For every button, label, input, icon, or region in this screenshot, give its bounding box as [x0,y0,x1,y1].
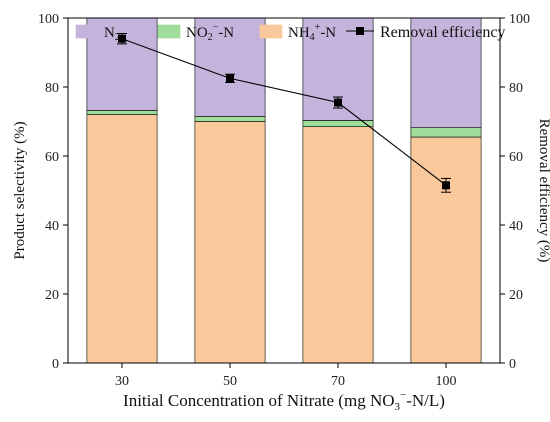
bar-segment-nh4-n-50 [194,121,266,364]
legend-marker-removal-efficiency [356,27,364,35]
y-left-tick-label-40: 40 [45,219,59,234]
removal-efficiency-point-70 [334,98,342,107]
y-left-axis-label: Product selectivity (%) [12,121,28,259]
axes-group: 0 0 20 20 40 40 60 60 80 80 100 100 30 50 70 100 [38,12,530,389]
legend-label-tail: -N [320,25,336,41]
legend-label-sup: − [213,22,219,33]
legend-swatch-nh4-n [259,24,283,39]
bar-segment-n2-50 [194,17,266,117]
legend-label-main: NH [288,25,310,41]
bar-segment-no2-n-50 [194,116,266,122]
x-axis-label-main: Initial Concentration of Nitrate (mg NO [123,391,394,410]
y-left-tick-label-60: 60 [45,150,59,165]
x-axis-label-sup: − [400,389,406,401]
legend-label-sub: 2 [115,32,120,43]
legend: N2 NO2−-N NH4+-N Removal efficiency [75,22,505,43]
y-right-tick-label-100: 100 [509,12,530,27]
legend-label-n2: N2 [104,25,120,43]
y-left-tick-label-0: 0 [52,357,59,372]
y-right-tick-label-20: 20 [509,288,523,303]
removal-efficiency-point-50 [226,74,234,83]
legend-label-nh4-n: NH4+-N [288,22,336,43]
bar-segment-no2-n-30 [86,110,158,115]
removal-efficiency-point-100 [442,181,450,190]
plot-frame [67,17,501,364]
legend-label-main: NO [186,25,208,41]
bar-segment-nh4-n-30 [86,114,158,364]
legend-label-sub: 2 [208,32,213,43]
axis-labels: Initial Concentration of Nitrate (mg NO3… [12,119,550,413]
removal-efficiency-point-30 [118,34,126,43]
y-right-tick-label-40: 40 [509,219,523,234]
x-tick-label-30: 30 [115,374,129,389]
legend-label-sup: + [315,22,321,33]
y-right-tick-label-0: 0 [509,357,516,372]
x-axis-label: Initial Concentration of Nitrate (mg NO3… [123,389,445,413]
legend-label-removal-efficiency: Removal efficiency [380,24,505,41]
bar-segment-nh4-n-70 [302,126,374,364]
legend-label-tail: -N [218,25,234,41]
x-axis-label-sub: 3 [395,401,401,413]
legend-label-main: N [104,25,115,41]
bar-group [86,17,482,364]
bar-segment-n2-100 [410,17,482,129]
bar-segment-no2-n-100 [410,127,482,138]
removal-efficiency-line [121,38,447,186]
x-tick-label-100: 100 [436,374,457,389]
legend-swatch-no2-n [157,24,181,39]
x-tick-label-70: 70 [331,374,345,389]
legend-label-sub: 4 [310,32,315,43]
x-axis-label-tail: -N/L) [406,391,445,410]
y-right-tick-label-60: 60 [509,150,523,165]
removal-efficiency-line-group [117,33,451,193]
legend-swatch-n2 [75,24,99,39]
y-right-tick-label-80: 80 [509,81,523,96]
y-left-tick-label-80: 80 [45,81,59,96]
legend-label-no2-n: NO2−-N [186,22,234,43]
y-left-tick-label-20: 20 [45,288,59,303]
x-tick-label-50: 50 [223,374,237,389]
y-right-axis-label: Removal efficiency (%) [536,119,550,263]
y-left-tick-label-100: 100 [38,12,59,27]
bar-segment-nh4-n-100 [410,136,482,364]
